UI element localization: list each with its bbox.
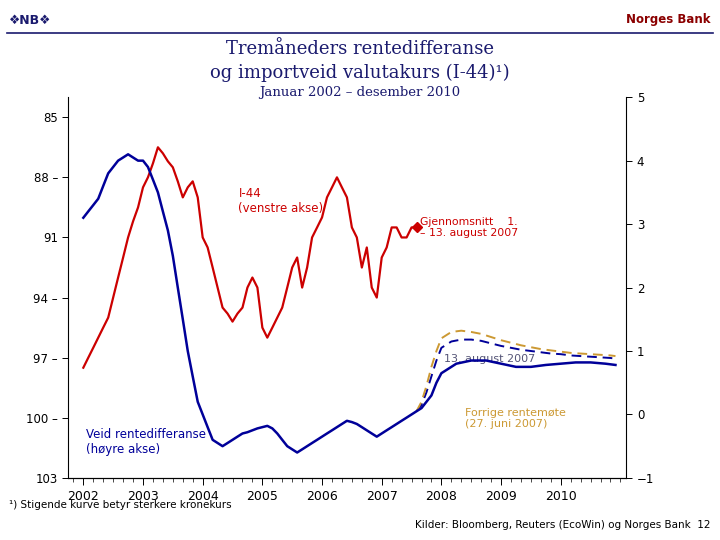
Text: Tremåneders rentedifferanse: Tremåneders rentedifferanse — [226, 40, 494, 58]
Text: Norges Bank: Norges Bank — [626, 14, 711, 26]
Text: 13. august 2007: 13. august 2007 — [444, 354, 536, 363]
Text: ❖NB❖: ❖NB❖ — [9, 14, 52, 26]
Text: I-44
(venstre akse): I-44 (venstre akse) — [238, 187, 323, 215]
Text: og importveid valutakurs (I-44)¹): og importveid valutakurs (I-44)¹) — [210, 64, 510, 82]
Text: Gjennomsnitt    1.
– 13. august 2007: Gjennomsnitt 1. – 13. august 2007 — [420, 217, 518, 238]
Text: Veid rentedifferanse
(høyre akse): Veid rentedifferanse (høyre akse) — [86, 428, 207, 456]
Text: ¹) Stigende kurve betyr sterkere kronekurs: ¹) Stigende kurve betyr sterkere kroneku… — [9, 500, 232, 510]
Text: Kilder: Bloomberg, Reuters (EcoWin) og Norges Bank  12: Kilder: Bloomberg, Reuters (EcoWin) og N… — [415, 520, 711, 530]
Text: Januar 2002 – desember 2010: Januar 2002 – desember 2010 — [259, 86, 461, 99]
Text: Forrige rentemøte
(27. juni 2007): Forrige rentemøte (27. juni 2007) — [465, 408, 566, 429]
